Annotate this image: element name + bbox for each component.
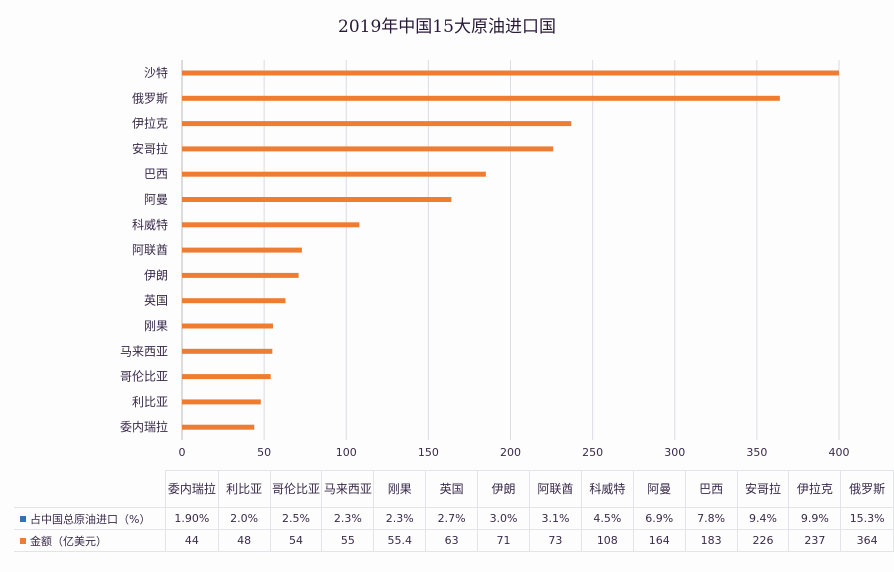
category-label: 英国 — [144, 294, 168, 308]
bar — [182, 348, 273, 354]
x-tick-label: 200 — [500, 446, 521, 459]
table-cell: 108 — [580, 529, 634, 552]
table-column-header: 利比亚 — [217, 470, 271, 508]
table-column-header: 哥伦比亚 — [269, 470, 323, 508]
table-column-header: 英国 — [425, 470, 479, 508]
table-column-header: 刚果 — [373, 470, 427, 508]
x-tick-label: 400 — [829, 446, 850, 459]
x-tick-label: 100 — [336, 446, 357, 459]
bar — [182, 222, 360, 228]
table-cell: 6.9% — [632, 507, 686, 530]
category-label: 哥伦比亚 — [120, 369, 168, 384]
table-column-header: 科威特 — [580, 470, 634, 508]
bar — [182, 424, 255, 430]
bar — [182, 146, 554, 152]
row-label-text: 占中国总原油进口（%） — [30, 512, 151, 526]
table-cell: 226 — [736, 529, 790, 552]
table-cell: 73 — [528, 529, 582, 552]
x-tick-label: 50 — [257, 446, 271, 459]
legend-swatch — [20, 516, 26, 522]
x-tick-label: 350 — [746, 446, 767, 459]
bar-plot: 0 50 100 150 200 250 300 350 400 沙特俄罗斯伊拉克安哥拉巴西阿曼科… — [120, 60, 850, 459]
table-cell: 48 — [217, 529, 271, 552]
x-tick-label: 150 — [418, 446, 439, 459]
table-column-header: 阿联酋 — [528, 470, 582, 508]
bar — [182, 399, 261, 405]
table-cell: 7.8% — [684, 507, 738, 530]
x-tick-label: 250 — [582, 446, 603, 459]
table-corner — [14, 471, 166, 508]
table-column-header: 俄罗斯 — [840, 470, 894, 508]
table-cell: 2.3% — [373, 507, 427, 530]
row-label: 金额（亿美元） — [14, 529, 167, 552]
table-cell: 3.0% — [477, 507, 530, 530]
table-cell: 63 — [425, 529, 479, 552]
table-column-header: 安哥拉 — [736, 470, 790, 508]
bar — [182, 197, 452, 202]
x-tick-label: 300 — [664, 446, 685, 459]
table-cell: 364 — [840, 529, 894, 552]
chart-title: 2019年中国15大原油进口国 — [338, 17, 556, 37]
table-cell: 2.5% — [269, 507, 323, 530]
data-table: 委内瑞拉 利比亚 哥伦比亚 马来西亚 刚果 英国 伊朗 阿联酋 科威特 阿曼 巴西 安哥拉 伊拉克 俄罗斯… — [14, 470, 894, 552]
table-cell: 71 — [477, 529, 530, 552]
bar — [182, 70, 839, 76]
table-cell: 9.4% — [736, 507, 790, 530]
table-cell: 3.1% — [528, 507, 582, 530]
table-column-header: 马来西亚 — [321, 470, 375, 508]
table-cell: 183 — [684, 529, 738, 552]
bar — [182, 323, 273, 329]
table-cell: 9.9% — [788, 507, 842, 530]
legend-swatch — [20, 538, 26, 544]
category-label: 科威特 — [132, 217, 168, 232]
table-cell: 2.7% — [425, 507, 479, 530]
table-row: 金额（亿美元） 44 48 54 55 55.4 63 71 73 108 164 183 226 237… — [14, 529, 894, 552]
category-label: 安哥拉 — [132, 141, 168, 156]
category-label: 伊拉克 — [132, 116, 168, 131]
table-cell: 4.5% — [580, 507, 634, 530]
table-column-header: 委内瑞拉 — [165, 470, 219, 508]
table-cell: 2.0% — [217, 507, 271, 530]
bar — [182, 171, 486, 177]
category-label: 刚果 — [144, 319, 168, 333]
bar — [182, 298, 286, 304]
table-column-header: 阿曼 — [632, 470, 686, 508]
table-cell: 15.3% — [840, 507, 894, 530]
bar — [182, 121, 572, 127]
table-header-row: 委内瑞拉 利比亚 哥伦比亚 马来西亚 刚果 英国 伊朗 阿联酋 科威特 阿曼 巴西 安哥拉 伊拉克 俄罗斯 — [14, 470, 894, 508]
category-label: 阿曼 — [144, 193, 168, 207]
table-cell: 55.4 — [373, 529, 427, 552]
category-label: 马来西亚 — [120, 344, 168, 358]
row-label-text: 金额（亿美元） — [30, 534, 107, 548]
category-label: 巴西 — [144, 167, 168, 181]
table-cell: 55 — [321, 529, 375, 552]
category-label: 委内瑞拉 — [120, 419, 168, 434]
x-tick-label: 0 — [179, 446, 186, 459]
category-label: 利比亚 — [132, 395, 168, 409]
table-column-header: 伊朗 — [477, 470, 530, 508]
category-label: 沙特 — [144, 65, 168, 80]
table-cell: 44 — [165, 529, 219, 552]
row-label: 占中国总原油进口（%） — [14, 507, 167, 530]
category-label: 伊朗 — [144, 268, 168, 282]
table-cell: 54 — [269, 529, 323, 552]
bar — [182, 272, 299, 278]
table-cell: 1.90% — [165, 507, 219, 530]
category-label: 俄罗斯 — [132, 91, 168, 105]
table-column-header: 伊拉克 — [788, 470, 842, 508]
table-cell: 2.3% — [321, 507, 375, 530]
table-row: 占中国总原油进口（%） 1.90% 2.0% 2.5% 2.3% 2.3% 2.7% 3.0%… — [14, 507, 894, 530]
table-cell: 164 — [632, 529, 686, 552]
bar — [182, 95, 780, 101]
bar — [182, 374, 271, 380]
category-label: 阿联酋 — [132, 242, 168, 257]
bar — [182, 247, 302, 253]
table-column-header: 巴西 — [684, 470, 738, 508]
table-cell: 237 — [788, 529, 842, 552]
